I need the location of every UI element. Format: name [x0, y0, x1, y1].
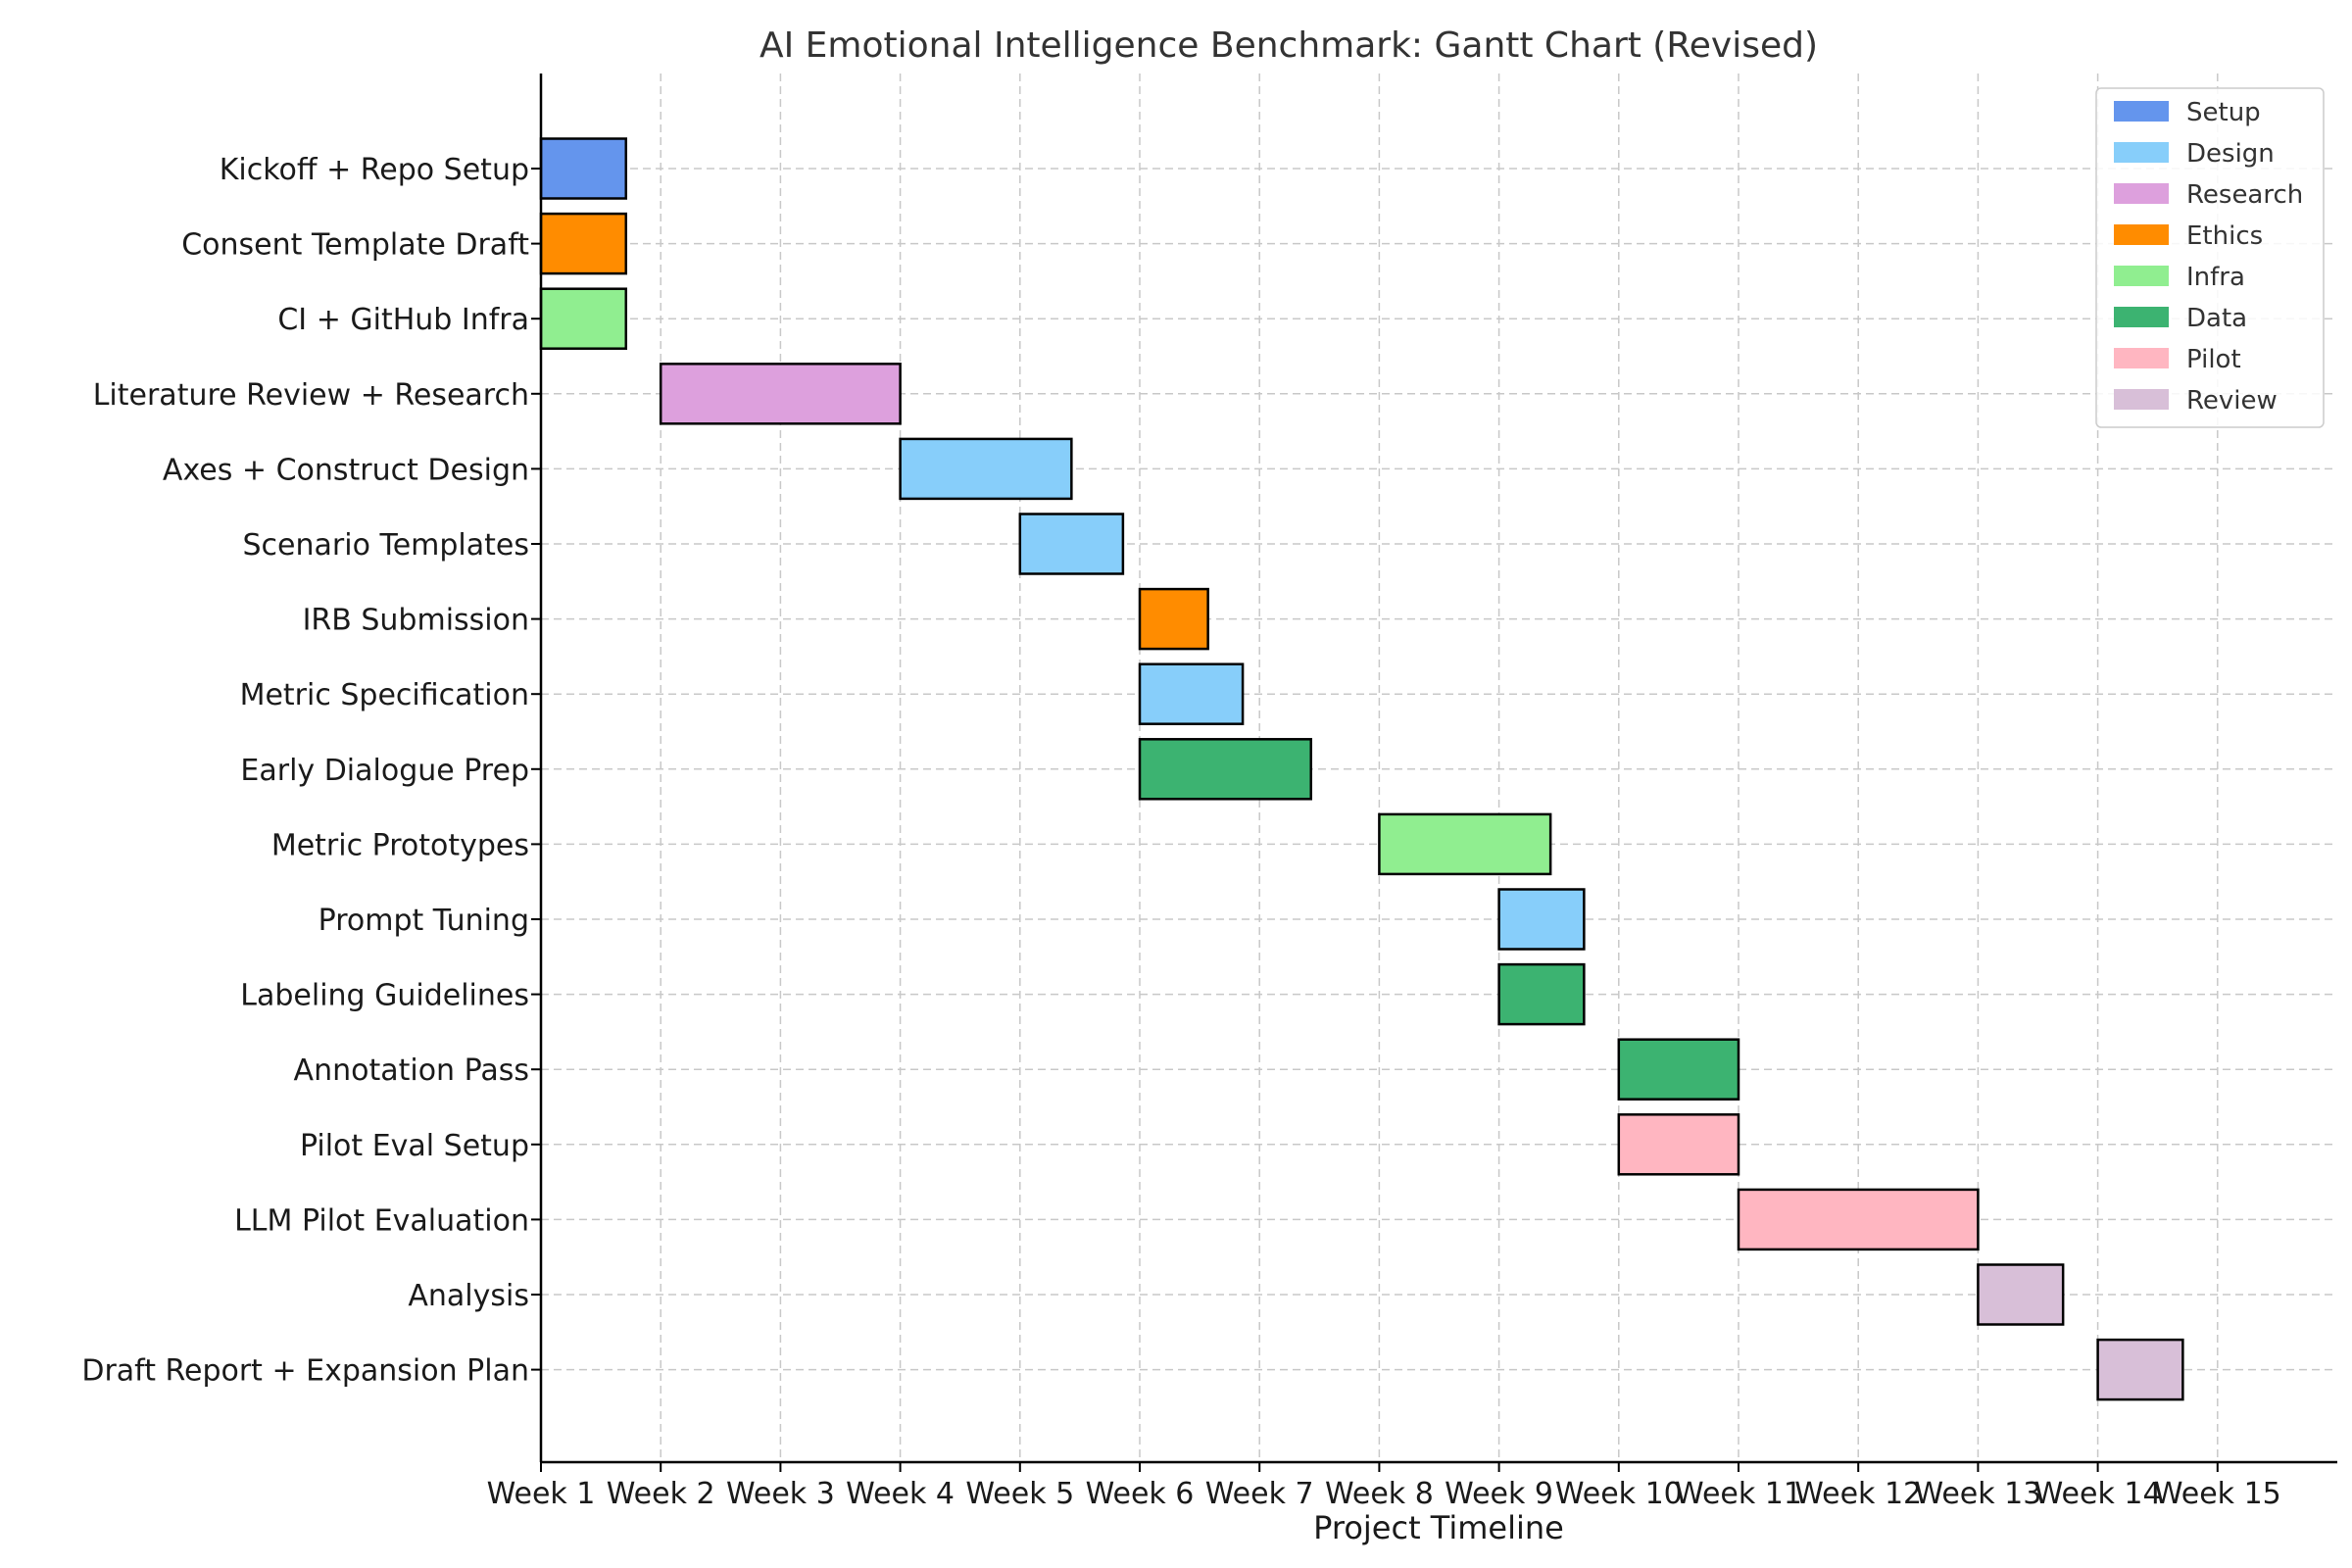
x-tick-label: Week 11 — [1675, 1477, 1802, 1511]
task-label: Literature Review + Research — [93, 378, 529, 413]
legend-swatch — [2114, 142, 2169, 163]
chart-title: AI Emotional Intelligence Benchmark: Gan… — [760, 25, 1818, 66]
legend-label: Research — [2186, 180, 2303, 210]
x-tick-label: Week 3 — [726, 1477, 835, 1511]
task-label: Draft Report + Expansion Plan — [81, 1354, 529, 1389]
axes — [539, 74, 2337, 1464]
legend-swatch — [2114, 348, 2169, 368]
task-bar — [539, 212, 628, 275]
legend-swatch — [2114, 307, 2169, 327]
task-label: Labeling Guidelines — [240, 979, 529, 1013]
task-bar — [1018, 513, 1125, 575]
task-bar — [2096, 1338, 2184, 1401]
task-bar — [539, 287, 628, 350]
task-bar — [899, 437, 1073, 501]
x-tick-label: Week 13 — [1914, 1477, 2041, 1511]
x-tick-label: Week 5 — [965, 1477, 1074, 1511]
legend-frame — [2095, 87, 2325, 428]
task-bar — [659, 363, 902, 425]
task-bar — [1497, 888, 1586, 951]
task-label: Metric Prototypes — [271, 828, 529, 862]
x-tick-labels: Week 1 Week 2 Week 3 Week 4 Week 5 Week 6 Week… — [487, 1462, 2281, 1511]
legend-swatch — [2114, 224, 2169, 245]
task-bar — [1138, 738, 1312, 801]
legend-swatch — [2114, 266, 2169, 286]
task-bar — [1138, 587, 1209, 651]
task-label: Scenario Templates — [243, 528, 529, 563]
task-bar — [1497, 962, 1586, 1026]
legend-label: Data — [2186, 304, 2247, 333]
x-tick-label: Week 8 — [1325, 1477, 1434, 1511]
task-label: Metric Specification — [240, 678, 529, 712]
x-tick-label: Week 1 — [487, 1477, 596, 1511]
task-bars — [539, 137, 2184, 1401]
legend: Setup Design Research Ethics Infra Data Pilot R… — [2095, 87, 2325, 428]
task-label: Consent Template Draft — [181, 228, 529, 263]
task-labels: Kickoff + Repo Setup Consent Template Dra… — [81, 153, 541, 1389]
x-tick-label: Week 9 — [1445, 1477, 1553, 1511]
task-label: CI + GitHub Infra — [277, 303, 529, 337]
task-label: Pilot Eval Setup — [300, 1129, 529, 1163]
x-tick-label: Week 12 — [1794, 1477, 1922, 1511]
x-axis-label: Project Timeline — [1313, 1509, 1564, 1546]
task-label: Early Dialogue Prep — [240, 754, 529, 788]
task-bar — [1617, 1038, 1740, 1101]
legend-swatch — [2114, 389, 2169, 410]
task-label: LLM Pilot Evaluation — [234, 1203, 529, 1238]
task-label: Kickoff + Repo Setup — [220, 153, 529, 187]
task-label: Prompt Tuning — [318, 904, 529, 938]
task-bar — [539, 137, 628, 200]
task-bar — [1138, 662, 1245, 725]
task-label: IRB Submission — [303, 604, 529, 638]
grid-lines — [540, 74, 2337, 1462]
x-tick-label: Week 10 — [1555, 1477, 1683, 1511]
task-label: Analysis — [408, 1279, 529, 1313]
task-bar — [1977, 1263, 2065, 1326]
task-bar — [1737, 1188, 1980, 1251]
x-tick-label: Week 4 — [846, 1477, 955, 1511]
x-tick-label: Week 6 — [1086, 1477, 1195, 1511]
legend-swatch — [2114, 101, 2169, 122]
x-tick-label: Week 2 — [607, 1477, 715, 1511]
task-bar — [1378, 812, 1552, 876]
legend-label: Ethics — [2186, 221, 2263, 251]
legend-label: Setup — [2186, 98, 2261, 127]
x-tick-label: Week 7 — [1205, 1477, 1314, 1511]
task-label: Annotation Pass — [294, 1054, 529, 1088]
legend-label: Review — [2186, 386, 2278, 416]
task-label: Axes + Construct Design — [163, 453, 529, 487]
legend-label: Design — [2186, 139, 2275, 169]
x-tick-label: Week 14 — [2034, 1477, 2162, 1511]
legend-label: Infra — [2186, 263, 2245, 292]
x-tick-label: Week 15 — [2154, 1477, 2281, 1511]
task-bar — [1617, 1113, 1740, 1176]
legend-label: Pilot — [2186, 345, 2241, 374]
legend-swatch — [2114, 183, 2169, 204]
